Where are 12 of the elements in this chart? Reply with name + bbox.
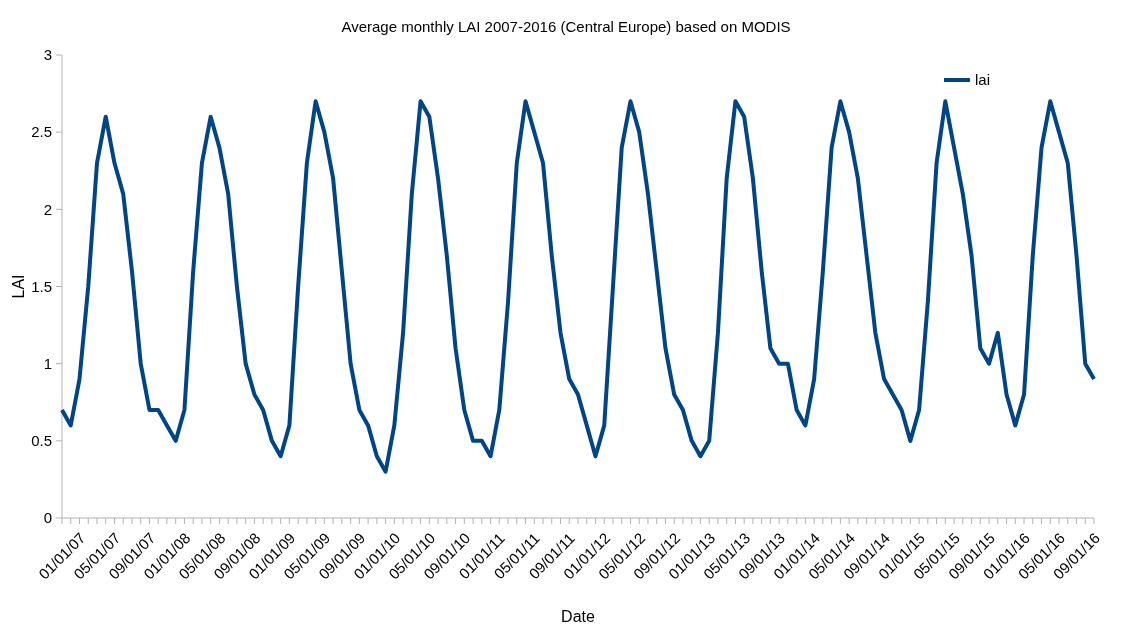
y-tick-label: 1 (43, 354, 52, 372)
y-tick-label: 3 (43, 46, 52, 64)
y-tick-label: 2 (43, 200, 52, 218)
y-tick-label: 2.5 (31, 123, 52, 141)
y-tick-label: 1.5 (31, 277, 52, 295)
x-axis-title: Date (561, 608, 595, 625)
y-axis-title: LAI (10, 274, 27, 299)
chart-title: Average monthly LAI 2007-2016 (Central Europe) based on MODIS (341, 18, 791, 35)
legend-label: lai (975, 71, 991, 89)
line-series (60, 99, 1096, 474)
y-tick-label: 0 (43, 509, 52, 527)
y-tick-label: 0.5 (31, 432, 52, 450)
